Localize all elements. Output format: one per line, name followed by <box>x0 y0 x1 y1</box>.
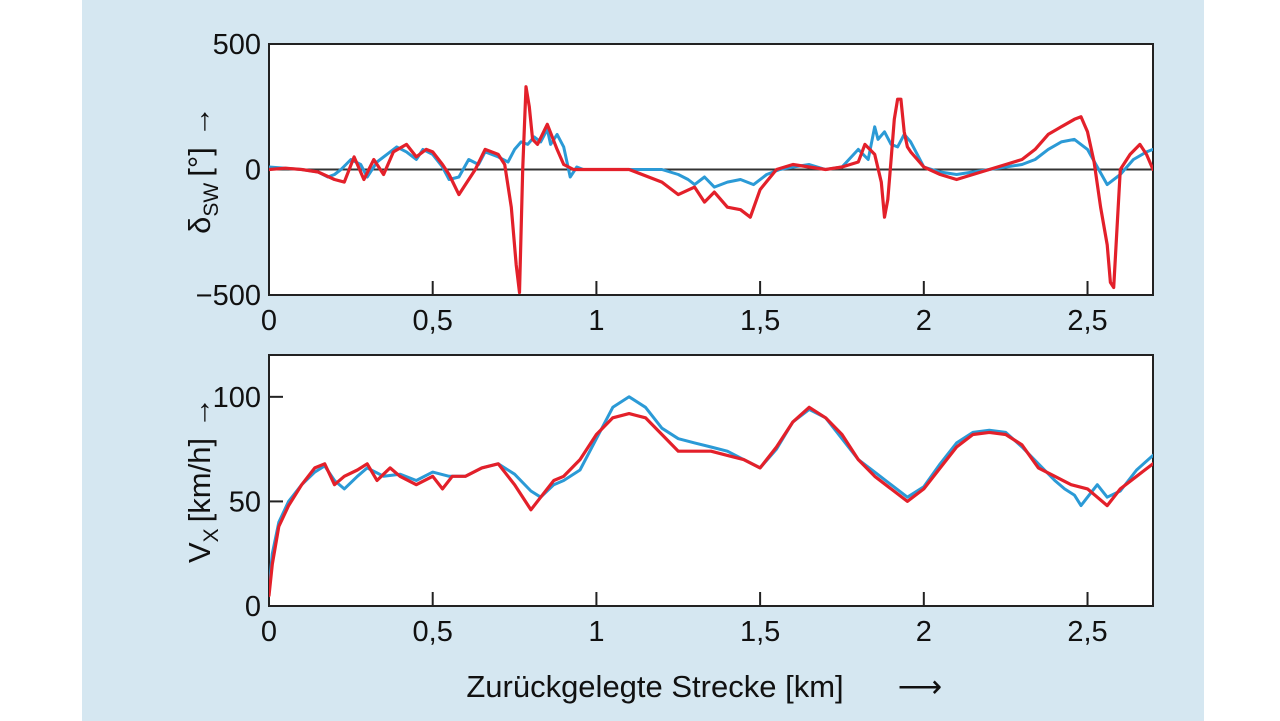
speed-tick-labels: 0 0,5 1 1,5 2 2,5 0 50 100 <box>213 382 1108 648</box>
speed-series <box>269 395 1153 598</box>
steering-series <box>269 85 1153 295</box>
speed-ticks <box>268 395 1089 607</box>
steering-y-subscript: SW <box>200 183 223 217</box>
steering-series-red-line <box>269 85 1153 295</box>
steering-x-tick-label: 1 <box>588 305 604 337</box>
speed-x-tick-label: 1,5 <box>740 616 780 648</box>
x-axis-label: Zurückgelegte Strecke [km] <box>466 669 843 704</box>
speed-x-tick-label: 0 <box>261 616 277 648</box>
speed-x-tick-label: 2,5 <box>1067 616 1107 648</box>
speed-y-unit: [km/h] <box>182 438 217 522</box>
x-axis-arrow: ⟶ <box>898 669 942 704</box>
speed-y-subscript: X <box>200 528 223 542</box>
steering-x-tick-label: 1,5 <box>740 305 780 337</box>
steering-x-tick-label: 2,5 <box>1067 305 1107 337</box>
speed-series-red-line <box>269 405 1153 598</box>
steering-y-tick-label: 500 <box>213 29 261 61</box>
steering-x-tick-label: 0,5 <box>413 305 453 337</box>
steering-y-tick-label: 0 <box>245 155 261 187</box>
speed-y-arrow: → <box>182 397 217 428</box>
speed-x-tick-label: 2 <box>916 616 932 648</box>
speed-chart: 0 0,5 1 1,5 2 2,5 0 50 100 VX [km/h] → Zurückgeleg… <box>182 354 1154 704</box>
speed-y-symbol: V <box>182 542 217 563</box>
steering-x-tick-label: 0 <box>261 305 277 337</box>
steering-y-unit: [°] <box>182 147 217 177</box>
steering-y-axis-label: δSW [°] → <box>182 106 223 234</box>
steering-y-symbol: δ <box>182 217 217 234</box>
steering-y-tick-label: −500 <box>196 280 261 312</box>
steering-x-tick-label: 2 <box>916 305 932 337</box>
speed-y-tick-label: 0 <box>245 591 261 623</box>
speed-x-tick-label: 0,5 <box>413 616 453 648</box>
speed-y-axis-label: VX [km/h] → <box>182 397 223 563</box>
speed-plot-area <box>268 354 1154 607</box>
steering-y-arrow: → <box>182 106 217 137</box>
speed-y-tick-label: 50 <box>229 486 261 518</box>
speed-y-tick-label: 100 <box>213 382 261 414</box>
steering-ticks <box>268 43 1153 296</box>
speed-x-tick-label: 1 <box>588 616 604 648</box>
